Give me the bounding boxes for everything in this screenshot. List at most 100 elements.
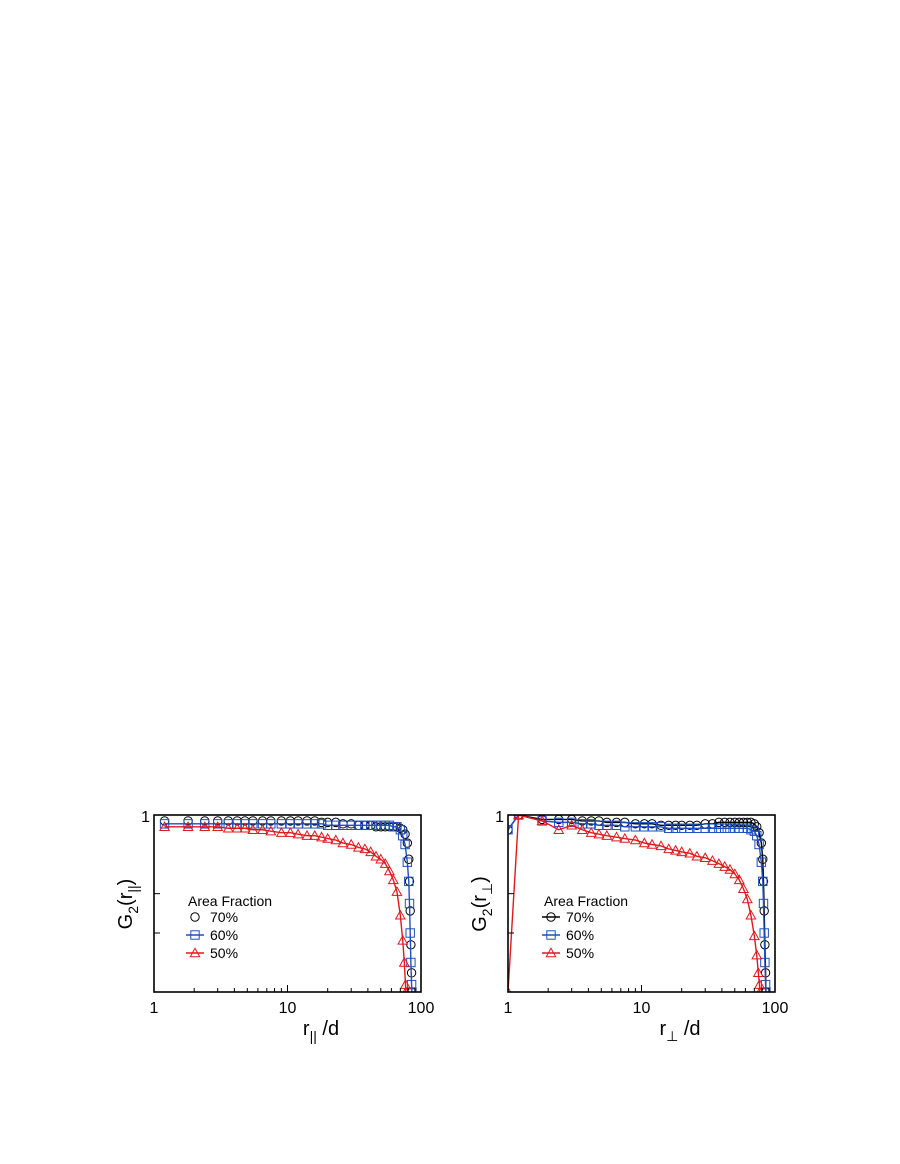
data-point-50% <box>292 828 304 839</box>
data-point-60% <box>754 839 764 850</box>
x-tick-label: 100 <box>408 1000 435 1017</box>
data-point-50% <box>676 846 688 857</box>
data-point-50% <box>553 824 565 834</box>
x-tick-label: 1 <box>150 1000 159 1017</box>
data-point-60% <box>293 819 303 829</box>
y-axis-title-end: ) <box>469 876 491 883</box>
data-point-60% <box>630 822 641 832</box>
y-axis-title: G2(r||) <box>115 879 141 930</box>
data-point-60% <box>639 822 650 832</box>
legend-marker-50% <box>189 947 201 958</box>
data-point-60% <box>620 822 630 832</box>
data-point-50% <box>159 821 171 831</box>
data-point-60% <box>371 820 381 831</box>
plot-area <box>159 816 417 992</box>
data-point-50% <box>301 829 313 840</box>
x-axis-title-suffix: /d <box>678 1018 700 1040</box>
data-point-50% <box>536 815 548 826</box>
data-point-50% <box>309 829 321 840</box>
data-point-60% <box>656 822 666 832</box>
data-point-60% <box>366 820 376 831</box>
data-point-70% <box>720 817 730 828</box>
data-point-60% <box>670 823 681 833</box>
data-point-50% <box>655 840 667 851</box>
data-point-50% <box>398 956 410 967</box>
data-point-50% <box>663 843 675 854</box>
data-point-60% <box>700 823 710 833</box>
data-point-60% <box>647 822 657 832</box>
x-tick-label: 10 <box>279 1000 297 1017</box>
data-point-60% <box>720 823 730 833</box>
data-point-50% <box>699 852 711 862</box>
data-point-60% <box>760 957 770 968</box>
data-point-50% <box>684 847 696 858</box>
legend-label-70%: 70% <box>566 909 594 925</box>
data-point-50% <box>247 824 259 834</box>
data-point-60% <box>759 928 769 938</box>
data-point-50% <box>375 853 387 864</box>
data-point-60% <box>756 857 767 867</box>
data-point-50% <box>316 831 328 842</box>
data-point-60% <box>566 817 577 828</box>
x-axis-title-main: r <box>659 1018 666 1040</box>
x-tick-label: 10 <box>633 1000 651 1017</box>
data-point-50% <box>352 841 365 852</box>
data-point-50% <box>284 826 296 837</box>
data-point-60% <box>707 823 718 833</box>
data-point-60% <box>353 820 364 831</box>
data-point-60% <box>685 823 695 833</box>
y-axis-title-sub: 2 <box>479 908 495 916</box>
data-point-50% <box>629 834 641 845</box>
data-point-60% <box>742 823 752 833</box>
data-point-50% <box>337 837 349 848</box>
data-point-50% <box>638 837 650 848</box>
data-point-60% <box>746 825 756 835</box>
data-point-50% <box>391 885 403 896</box>
data-point-60% <box>760 979 771 990</box>
data-point-50% <box>646 838 658 849</box>
data-point-60% <box>248 819 258 829</box>
x-axis-title-main: r <box>303 1018 310 1040</box>
series-60% <box>159 819 417 992</box>
legend-label-50%: 50% <box>210 945 238 961</box>
x-axis-title: r⊥ /d <box>659 1018 700 1044</box>
data-point-50% <box>265 825 277 836</box>
data-point-60% <box>346 820 356 831</box>
data-point-50% <box>748 930 760 941</box>
data-point-50% <box>231 822 243 833</box>
legend-marker-60% <box>190 930 200 940</box>
legend-marker-70% <box>546 912 556 922</box>
legend-label-70%: 70% <box>210 909 238 925</box>
data-point-50% <box>593 828 605 839</box>
data-point-50% <box>239 822 251 833</box>
data-point-50% <box>222 822 234 833</box>
y-axis-title-sub: 2 <box>125 906 141 914</box>
data-point-50% <box>752 967 764 978</box>
series-line-60% <box>164 823 413 992</box>
legend-label-60%: 60% <box>210 927 238 943</box>
data-point-50% <box>330 834 342 845</box>
data-point-60% <box>758 898 769 909</box>
data-point-60% <box>725 823 735 833</box>
data-point-60% <box>404 876 414 887</box>
data-point-60% <box>406 979 417 990</box>
data-point-60% <box>664 823 674 833</box>
data-point-50% <box>737 883 749 893</box>
data-point-60% <box>554 817 564 828</box>
data-point-50% <box>345 838 357 849</box>
data-point-60% <box>405 928 415 938</box>
data-point-60% <box>714 823 724 833</box>
series-line-50% <box>164 826 407 992</box>
legend-marker-70% <box>190 912 200 922</box>
data-point-50% <box>601 829 613 840</box>
series-line-50% <box>508 815 761 992</box>
data-point-60% <box>316 819 327 829</box>
data-point-50% <box>691 850 703 861</box>
data-point-50% <box>199 821 211 831</box>
x-tick-label: 1 <box>504 1000 513 1017</box>
y-tick-label: 1 <box>495 809 504 826</box>
data-point-60% <box>402 857 413 867</box>
data-point-70% <box>404 854 414 864</box>
